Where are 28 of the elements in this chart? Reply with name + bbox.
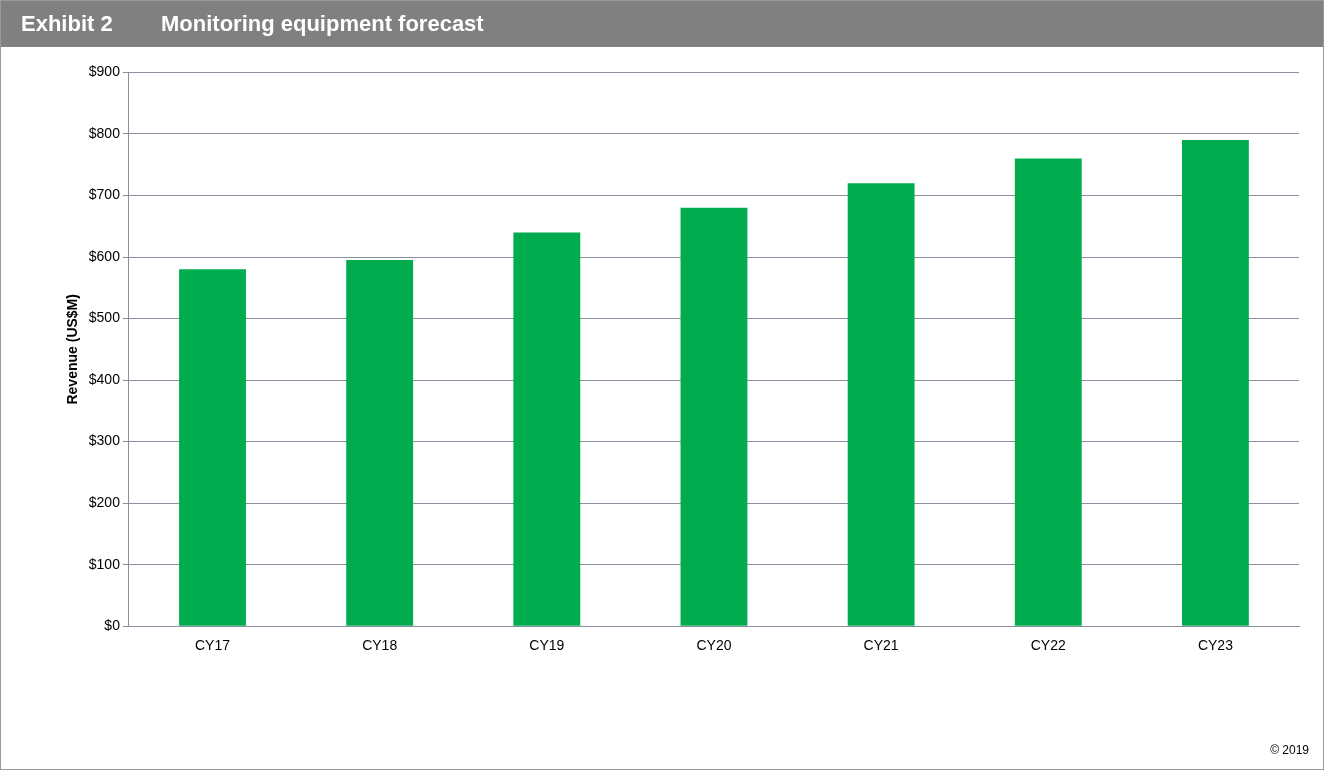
bar xyxy=(847,183,915,626)
y-tick-label: $700 xyxy=(88,186,121,203)
x-tick-label: CY19 xyxy=(529,637,565,654)
bar xyxy=(179,269,246,626)
y-tick-label: $200 xyxy=(88,493,121,510)
x-tick-label: CY17 xyxy=(195,637,231,654)
y-tick-label: $500 xyxy=(88,309,121,326)
y-tick-label: $600 xyxy=(88,247,121,264)
bar xyxy=(513,232,581,626)
y-tick-label: $300 xyxy=(88,432,121,449)
x-tick-label: CY23 xyxy=(1197,637,1234,654)
y-tick-label: $900 xyxy=(88,63,121,80)
text: Exhibit 2 xyxy=(21,10,114,38)
bar xyxy=(346,260,414,626)
y-tick-label: $800 xyxy=(88,124,121,141)
x-tick-label: CY18 xyxy=(362,637,398,654)
bar xyxy=(1181,140,1249,626)
chart-title: Monitoring equipment forecast xyxy=(161,10,484,38)
y-axis-title: Revenue (US$M) xyxy=(64,294,81,405)
bar xyxy=(1014,158,1082,626)
x-tick-label: CY20 xyxy=(696,637,732,654)
y-tick-label: $100 xyxy=(88,555,121,572)
text: © 2019 xyxy=(1270,743,1309,757)
y-tick-label: $400 xyxy=(88,370,121,387)
x-tick-label: CY22 xyxy=(1030,637,1066,654)
bar xyxy=(680,207,748,626)
y-tick-label: $0 xyxy=(104,617,121,634)
x-tick-label: CY21 xyxy=(863,637,899,654)
